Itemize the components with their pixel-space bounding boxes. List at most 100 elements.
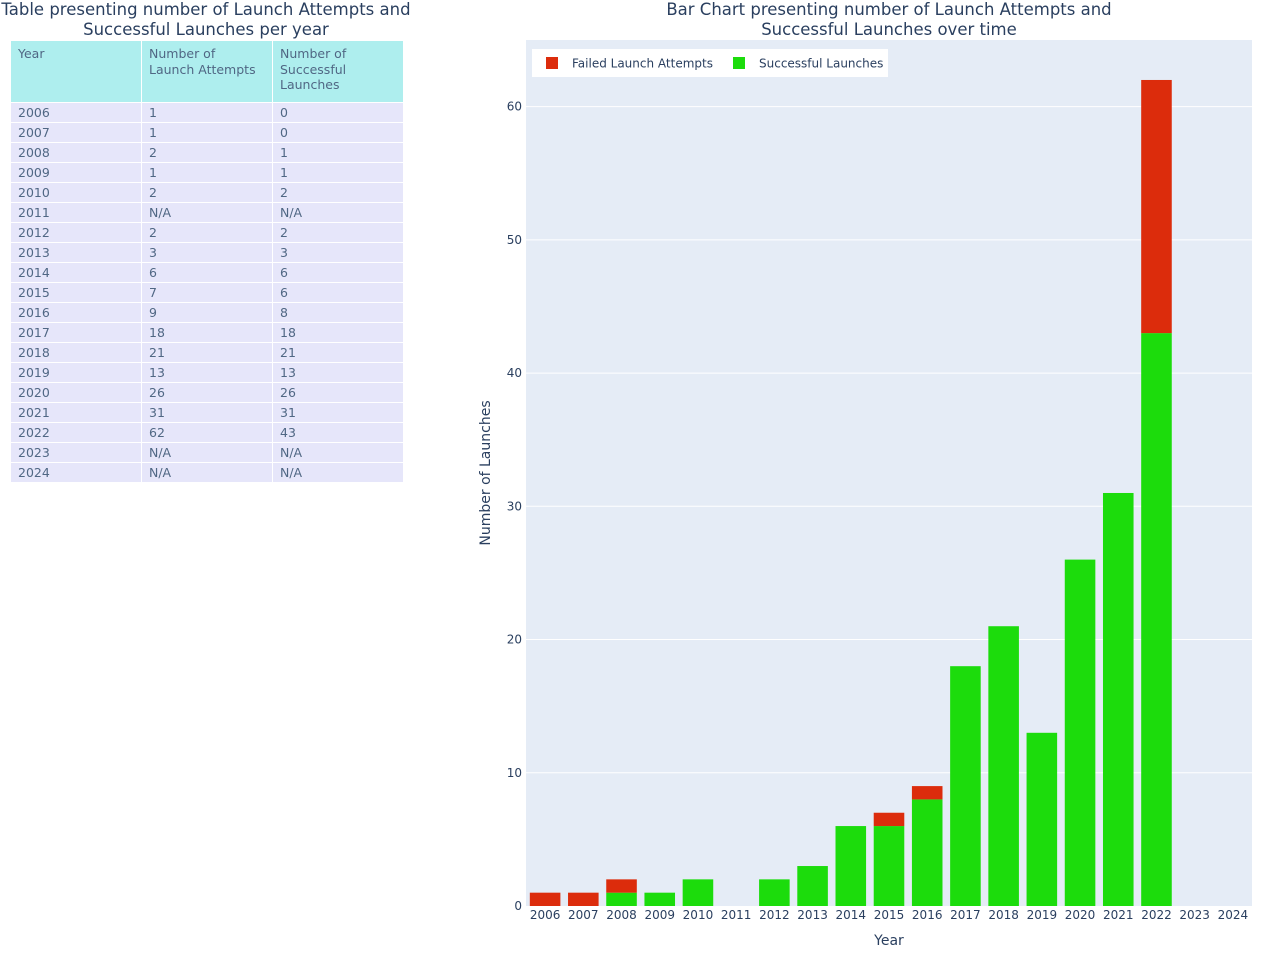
legend-label[interactable]: Successful Launches	[759, 57, 883, 71]
cell-attempts: N/A	[141, 202, 273, 223]
chart-title-line1: Bar Chart presenting number of Launch At…	[666, 0, 1112, 19]
cell-successes: 2	[272, 182, 404, 203]
cell-successes: 13	[272, 362, 404, 383]
x-tick-label: 2013	[797, 908, 828, 922]
bar-failed-launch-attempts[interactable]	[529, 892, 561, 906]
y-axis-title: Number of Launches	[478, 400, 494, 545]
cell-attempts: 31	[141, 402, 273, 423]
x-tick-label: 2012	[759, 908, 790, 922]
table-body: 2006 1 0 2007 1 0 2008 2 1 2009 1 1 2010 2 2 2011 N/A N/A…	[11, 102, 404, 483]
bar-successful-launches[interactable]	[682, 879, 714, 906]
cell-attempts: 1	[141, 122, 273, 143]
table-row: 2021 31 31	[11, 402, 404, 423]
table-row: 2009 1 1	[11, 162, 404, 183]
cell-year: 2009	[11, 162, 142, 183]
bar-successful-launches[interactable]	[759, 879, 790, 906]
table-row: 2007 1 0	[11, 122, 404, 143]
header-successes: Number of Successful Launches	[272, 41, 404, 103]
x-tick-label: 2006	[530, 908, 561, 922]
bar-successful-launches[interactable]	[950, 666, 981, 906]
cell-year: 2023	[11, 442, 142, 463]
bar-successful-launches[interactable]	[873, 826, 905, 906]
bar-successful-launches[interactable]	[911, 799, 943, 906]
bar-failed-launch-attempts[interactable]	[606, 879, 637, 893]
cell-attempts: N/A	[141, 442, 273, 463]
launch-table: Year Number of Launch Attempts Number of…	[11, 41, 404, 483]
table-title-line1: Table presenting number of Launch Attemp…	[1, 0, 411, 19]
cell-attempts: 18	[141, 322, 273, 343]
bar-successful-launches[interactable]	[1102, 492, 1134, 906]
cell-year: 2024	[11, 462, 142, 483]
table-row: 2015 7 6	[11, 282, 404, 303]
cell-attempts: 26	[141, 382, 273, 403]
cell-successes: 3	[272, 242, 404, 263]
bar-successful-launches[interactable]	[835, 826, 867, 906]
cell-successes: 8	[272, 302, 404, 323]
cell-attempts: 2	[141, 142, 273, 163]
cell-successes: 1	[272, 162, 404, 183]
table-row: 2019 13 13	[11, 362, 404, 383]
bar-successful-launches[interactable]	[1141, 333, 1172, 907]
cell-year: 2010	[11, 182, 142, 203]
table-header-row: Year Number of Launch Attempts Number of…	[11, 41, 404, 103]
x-tick-label: 2024	[1218, 908, 1249, 922]
table-row: 2020 26 26	[11, 382, 404, 403]
cell-successes: 31	[272, 402, 404, 423]
legend[interactable]: Failed Launch Attempts Successful Launche…	[532, 49, 888, 77]
x-tick-label: 2015	[874, 908, 905, 922]
table-row: 2023 N/A N/A	[11, 442, 404, 463]
legend-label[interactable]: Failed Launch Attempts	[572, 57, 713, 71]
x-tick-label: 2017	[950, 908, 981, 922]
legend-box	[532, 49, 888, 77]
x-tick-label: 2020	[1065, 908, 1096, 922]
cell-successes: 2	[272, 222, 404, 243]
legend-swatch[interactable]	[733, 57, 745, 69]
y-tick-label: 40	[507, 366, 522, 380]
table-row: 2016 9 8	[11, 302, 404, 323]
x-tick-label: 2009	[644, 908, 675, 922]
y-tick-label: 10	[507, 766, 522, 780]
x-tick-label: 2016	[912, 908, 943, 922]
cell-successes: 0	[272, 122, 404, 143]
cell-successes: 6	[272, 262, 404, 283]
table-row: 2011 N/A N/A	[11, 202, 404, 223]
cell-year: 2018	[11, 342, 142, 363]
legend-swatch[interactable]	[546, 57, 558, 69]
table-title-line2: Successful Launches per year	[83, 20, 329, 39]
cell-successes: N/A	[272, 442, 404, 463]
x-tick-label: 2022	[1141, 908, 1172, 922]
bar-successful-launches[interactable]	[797, 866, 828, 906]
bar-failed-launch-attempts[interactable]	[911, 786, 943, 800]
x-tick-label: 2010	[683, 908, 714, 922]
cell-attempts: 7	[141, 282, 273, 303]
bar-failed-launch-attempts[interactable]	[568, 892, 599, 906]
bar-failed-launch-attempts[interactable]	[873, 812, 905, 827]
table-row: 2022 62 43	[11, 422, 404, 443]
cell-successes: 21	[272, 342, 404, 363]
cell-year: 2006	[11, 102, 142, 123]
cell-attempts: 62	[141, 422, 273, 443]
x-tick-label: 2007	[568, 908, 599, 922]
cell-attempts: 1	[141, 102, 273, 123]
bar-failed-launch-attempts[interactable]	[1141, 79, 1172, 334]
cell-year: 2021	[11, 402, 142, 423]
cell-year: 2012	[11, 222, 142, 243]
cell-year: 2011	[11, 202, 142, 223]
cell-year: 2017	[11, 322, 142, 343]
bar-successful-launches[interactable]	[644, 892, 676, 906]
bar-successful-launches[interactable]	[988, 626, 1019, 906]
bar-successful-launches[interactable]	[606, 892, 637, 906]
x-tick-label: 2011	[721, 908, 752, 922]
x-tick-label: 2018	[988, 908, 1019, 922]
bar-successful-launches[interactable]	[1026, 732, 1058, 906]
table-row: 2017 18 18	[11, 322, 404, 343]
table-row: 2018 21 21	[11, 342, 404, 363]
cell-successes: N/A	[272, 202, 404, 223]
x-axis-title: Year	[873, 933, 904, 949]
y-tick-label: 60	[507, 100, 522, 114]
header-year: Year	[11, 41, 142, 103]
table-title: Table presenting number of Launch Attemp…	[0, 0, 412, 40]
cell-successes: 1	[272, 142, 404, 163]
bar-successful-launches[interactable]	[1064, 559, 1096, 906]
